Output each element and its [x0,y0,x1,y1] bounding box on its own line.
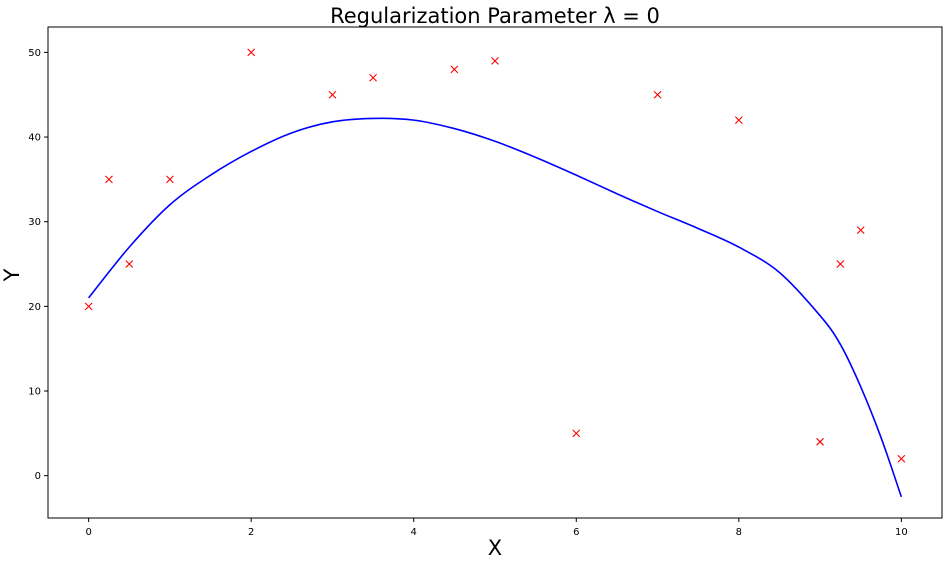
y-axis-ticks: 0 10 20 30 40 50 [28,48,48,482]
data-point [491,56,499,65]
fit-curve [88,117,903,498]
data-point [836,260,845,268]
data-points [84,48,906,463]
data-point [247,48,256,57]
x-tick-label: 8 [736,527,742,538]
y-tick-label: 20 [28,302,41,313]
x-tick-label: 10 [895,527,908,538]
data-point [450,65,459,74]
y-axis-label: Y [0,268,24,282]
y-tick-label: 30 [28,217,41,228]
data-point [105,175,113,184]
x-axis-ticks: 0 2 4 6 8 10 [85,518,908,538]
y-tick-label: 10 [28,387,41,398]
x-tick-label: 4 [411,527,417,538]
x-tick-label: 6 [573,527,579,538]
x-axis-label: X [488,536,502,560]
y-tick-label: 0 [35,471,41,482]
data-point [369,73,377,82]
data-point [856,226,865,235]
data-point [653,90,662,99]
data-point [572,429,581,438]
plot-background [48,27,942,518]
data-point [734,116,743,125]
plot-frame [47,26,943,519]
data-point [328,90,337,99]
data-point [166,175,174,184]
x-tick-label: 2 [248,527,254,538]
y-tick-label: 50 [28,48,41,59]
data-point [84,302,93,311]
y-tick-label: 40 [28,133,41,144]
chart-title: Regularization Parameter λ = 0 [330,4,660,28]
data-point [897,454,906,463]
data-point [125,260,134,268]
x-tick-label: 0 [85,527,91,538]
data-point [816,437,824,446]
